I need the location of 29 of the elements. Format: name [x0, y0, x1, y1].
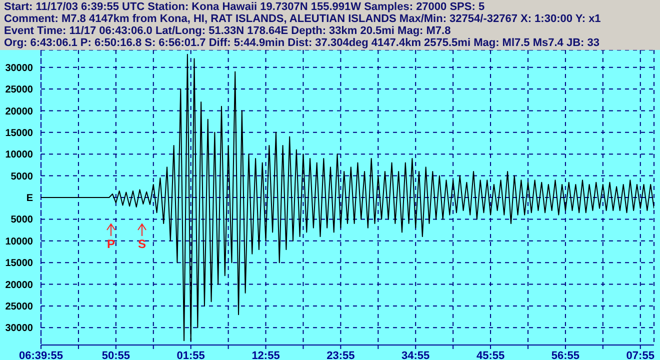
y-tick-label: 20000: [5, 106, 34, 118]
y-tick-label: 15000: [5, 258, 34, 270]
y-tick-label: 30000: [5, 62, 34, 74]
y-tick-label: 25000: [5, 84, 34, 96]
y-tick-label: 30000: [5, 323, 34, 334]
y-tick-label: 20000: [5, 280, 34, 291]
x-tick-label: 07:55: [626, 350, 654, 360]
y-tick-label: 10000: [5, 150, 34, 161]
y-tick-label: 15000: [5, 128, 34, 139]
y-tick-label: E: [26, 193, 34, 204]
y-tick-label: 5000: [10, 171, 34, 182]
text: Event Time: 11/17 06:43:06.0 Lat/Long: 51.33N 178.64E Depth: 33km 20.5mi Mag: M7.8: [4, 25, 452, 37]
x-tick-label: 45:55: [476, 350, 505, 360]
x-tick-label: 34:55: [402, 350, 430, 360]
chart-subtitle: Comment: M7.8 4147km from Kona, HI, RAT ISLANDS, ALEUTIAN ISLANDS Max/Min: 32754/-32767 X: 1:30:00 Y: x1: [4, 13, 602, 25]
x-tick-label: 23:55: [326, 350, 355, 360]
y-tick-label: 5000: [10, 214, 34, 226]
y-tick-label: 25000: [5, 302, 34, 313]
x-tick-label: 56:55: [551, 350, 580, 360]
annotation: S: [138, 236, 146, 250]
text: Org: 6:43:06.1 P: 6:50:16.8 S: 6:56:01.7 Diff: 5:44.9min Dist: 37.304deg 4147.4km 2575.5mi Mag: Ml7.5 Ms7.4 JB: 33: [4, 37, 600, 49]
y-tick-label: 10000: [5, 236, 34, 248]
x-tick-label: 06:39:55: [18, 350, 64, 360]
annotation: P: [106, 236, 115, 250]
x-tick-label: 12:55: [252, 350, 280, 360]
x-tick-label: 50:55: [102, 350, 130, 360]
x-tick-label: 01:55: [176, 350, 205, 360]
line-series: [41, 54, 654, 342]
chart-title: Start: 11/17/03 6:39:55 UTC Station: Kona Hawaii 19.7307N 155.991W Samples: 27000 SPS: 5: [4, 1, 486, 13]
